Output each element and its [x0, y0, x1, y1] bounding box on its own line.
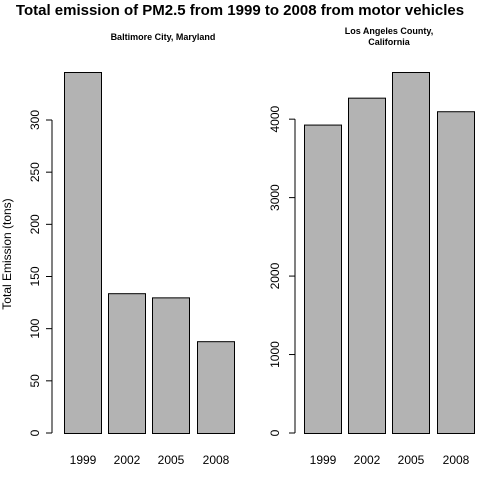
y-tick-label: 200: [28, 214, 42, 234]
bar-2002: [108, 293, 146, 435]
y-tick-label: 250: [28, 162, 42, 182]
panel-title-line: Los Angeles County,: [345, 26, 434, 36]
x-tick-label: 2005: [398, 453, 425, 467]
y-tick-label: 0: [28, 429, 42, 436]
y-tick-label: 4000: [268, 105, 282, 132]
x-tick-label: 2008: [203, 453, 230, 467]
y-tick-label: 50: [28, 374, 42, 388]
y-tick-label: 300: [28, 110, 42, 130]
bar-1999: [304, 124, 342, 435]
x-tick-label: 1999: [310, 453, 337, 467]
y-tick-label: 3000: [268, 184, 282, 211]
x-tick-label: 2008: [443, 453, 470, 467]
bar-2005: [152, 297, 190, 434]
x-tick-label: 1999: [70, 453, 97, 467]
y-tick-label: 2000: [268, 262, 282, 289]
x-tick-label: 2002: [114, 453, 141, 467]
x-tick-label: 2005: [158, 453, 185, 467]
bar-1999: [64, 72, 102, 434]
bar-2002: [348, 97, 386, 435]
bar-2008: [437, 111, 475, 435]
panel-title-line: Baltimore City, Maryland: [111, 32, 216, 42]
y-tick-label: 100: [28, 318, 42, 338]
y-tick-label: 1000: [268, 341, 282, 368]
x-tick-label: 2002: [354, 453, 381, 467]
chart-title: Total emission of PM2.5 from 1999 to 200…: [15, 2, 465, 19]
panel-title-line: California: [368, 37, 411, 47]
y-tick-label: 0: [268, 429, 282, 436]
bar-2005: [392, 72, 430, 434]
bar-2008: [197, 341, 235, 434]
y-tick-label: 150: [28, 266, 42, 286]
